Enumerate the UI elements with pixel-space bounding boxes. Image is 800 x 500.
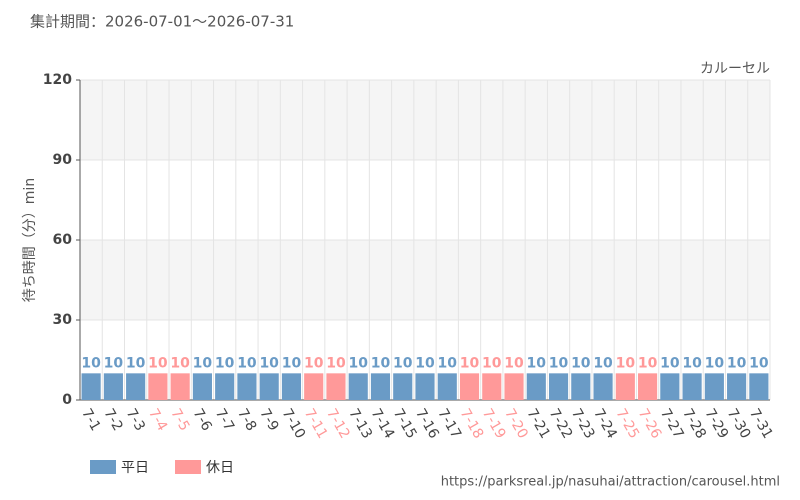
- bar: [459, 373, 480, 400]
- value-label: 10: [371, 355, 391, 371]
- value-label: 10: [660, 355, 680, 371]
- bar: [749, 373, 769, 400]
- value-label: 10: [460, 355, 480, 371]
- value-label: 10: [348, 355, 368, 371]
- bar: [682, 373, 702, 400]
- legend-label: 休日: [206, 460, 234, 476]
- legend-swatch: [90, 460, 116, 474]
- y-tick-label: 30: [53, 312, 73, 328]
- bar: [548, 373, 569, 400]
- value-label: 10: [170, 355, 190, 371]
- y-axis-label: 待ち時間（分）min: [22, 178, 38, 302]
- value-label: 10: [482, 355, 502, 371]
- bar: [215, 373, 235, 400]
- bar: [281, 373, 302, 400]
- plot-band: [80, 80, 770, 160]
- x-tick-label: 7-2: [100, 406, 125, 434]
- value-label: 10: [148, 355, 168, 371]
- x-tick-label: 7-9: [256, 406, 281, 434]
- bar: [148, 373, 168, 400]
- x-tick-label: 7-6: [189, 406, 214, 434]
- value-label: 10: [749, 355, 769, 371]
- value-label: 10: [549, 355, 569, 371]
- x-tick-label: 7-4: [145, 406, 170, 434]
- value-label: 10: [81, 355, 101, 371]
- value-label: 10: [438, 355, 458, 371]
- chart-title: 集計期間：2026-07-01～2026-07-31: [30, 13, 294, 31]
- bar: [237, 373, 257, 400]
- value-label: 10: [571, 355, 591, 371]
- bar: [103, 373, 123, 400]
- value-label: 10: [304, 355, 324, 371]
- y-tick-label: 60: [53, 232, 73, 248]
- y-tick-label: 120: [43, 72, 72, 88]
- bar: [192, 373, 212, 400]
- bar: [482, 373, 502, 400]
- bar: [615, 373, 635, 400]
- bar: [170, 373, 190, 400]
- value-label: 10: [393, 355, 413, 371]
- source: https://parksreal.jp/nasuhai/attraction/…: [441, 475, 780, 490]
- plot-band: [80, 240, 770, 320]
- value-label: 10: [593, 355, 613, 371]
- bar: [81, 373, 101, 400]
- bar: [326, 373, 346, 400]
- value-label: 10: [504, 355, 524, 371]
- x-tick-label: 7-5: [167, 406, 192, 434]
- value-label: 10: [193, 355, 213, 371]
- bar: [370, 373, 391, 400]
- x-tick-label: 7-31: [746, 406, 776, 442]
- bar: [638, 373, 658, 400]
- x-tick-label: 7-8: [234, 406, 259, 434]
- bar: [660, 373, 680, 400]
- bar: [348, 373, 368, 400]
- chart-subtitle: カルーセル: [700, 61, 770, 77]
- value-label: 10: [638, 355, 658, 371]
- bar: [304, 373, 324, 400]
- value-label: 10: [104, 355, 124, 371]
- y-tick-label: 90: [53, 152, 73, 168]
- value-label: 10: [705, 355, 725, 371]
- value-label: 10: [527, 355, 547, 371]
- value-label: 10: [126, 355, 146, 371]
- y-tick-label: 0: [62, 392, 72, 408]
- x-tick-label: 7-7: [212, 406, 237, 434]
- value-label: 10: [259, 355, 279, 371]
- bar: [571, 373, 591, 400]
- legend-label: 平日: [121, 460, 149, 476]
- value-label: 10: [682, 355, 702, 371]
- legend-swatch: [175, 460, 201, 474]
- value-label: 10: [616, 355, 636, 371]
- bar: [727, 373, 747, 400]
- bar: [259, 373, 279, 400]
- bar: [437, 373, 457, 400]
- bar: [415, 373, 435, 400]
- bar: [704, 373, 724, 400]
- value-label: 10: [727, 355, 747, 371]
- bar: [593, 373, 613, 400]
- bar: [393, 373, 413, 400]
- x-tick-label: 7-3: [123, 406, 148, 434]
- bar: [526, 373, 546, 400]
- x-tick-label: 7-1: [78, 406, 103, 434]
- bar: [504, 373, 524, 400]
- value-label: 10: [215, 355, 235, 371]
- value-label: 10: [415, 355, 435, 371]
- value-label: 10: [282, 355, 302, 371]
- bar: [126, 373, 146, 400]
- value-label: 10: [326, 355, 346, 371]
- value-label: 10: [237, 355, 257, 371]
